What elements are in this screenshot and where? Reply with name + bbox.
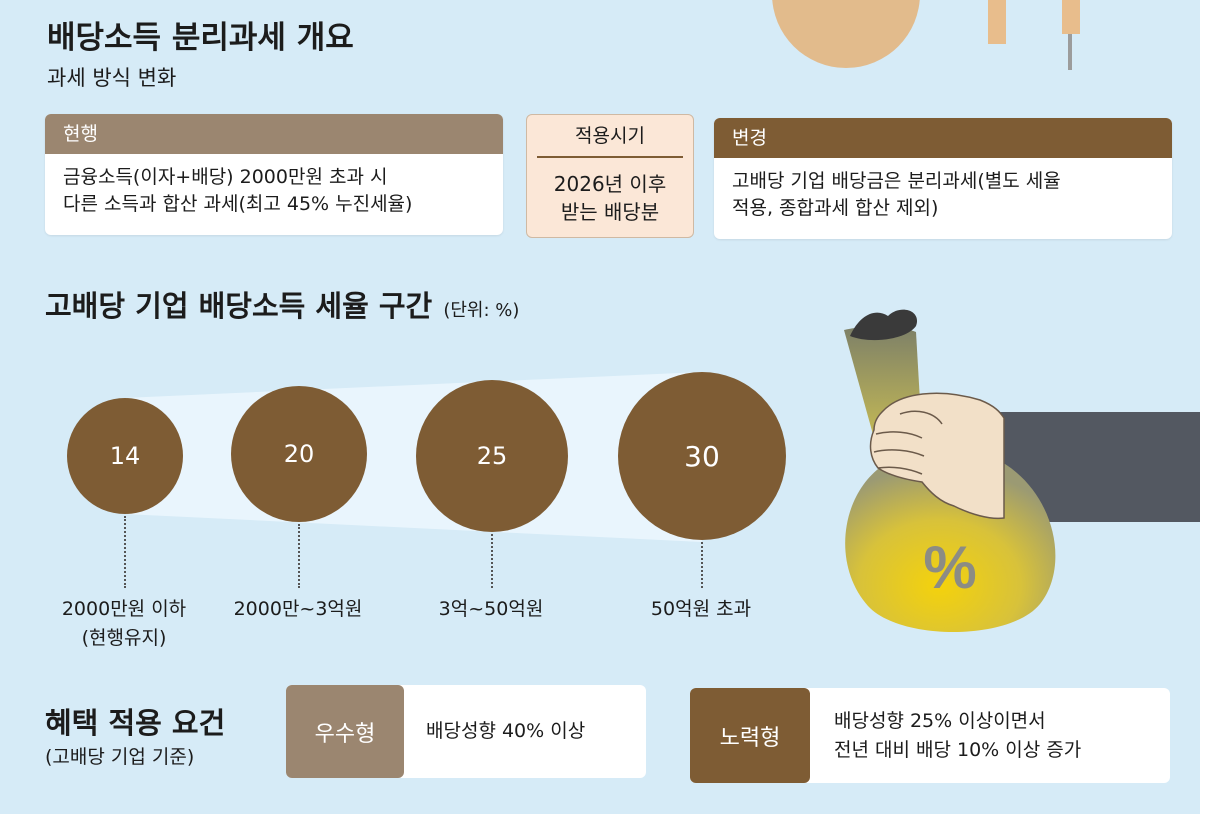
condition-excellent: 우수형 배당성향 40% 이상 [286,685,646,778]
timing-box: 적용시기 2026년 이후 받는 배당분 [526,114,694,238]
condition-line-1: 배당성향 25% 이상이면서 [834,709,1046,732]
change-card: 변경 고배당 기업 배당금은 분리과세(별도 세율 적용, 종합과세 합산 제외… [714,118,1172,239]
finger-line [873,449,925,457]
condition-type-badge: 노력형 [690,688,810,783]
tier-label-line-1: 50억원 초과 [650,598,752,620]
pillar-stick-decoration [1068,34,1072,70]
tier-label: 2000만원 이하 (현행유지) [62,595,186,653]
tier-label: 2000만~3억원 [234,595,363,624]
change-line-2: 적용, 종합과세 합산 제외) [732,197,939,219]
bag-knot [850,309,918,341]
tier-label: 3억~50억원 [439,595,544,624]
current-card: 현행 금융소득(이자+배당) 2000만원 초과 시 다른 소득과 합산 과세(… [45,114,503,235]
finger-line [877,466,923,475]
hand [869,392,1005,520]
rate-value: 30 [684,439,720,473]
connector-line [491,534,493,588]
condition-description: 배당성향 40% 이상 [426,685,585,778]
current-line-2: 다른 소득과 합산 과세(최고 45% 누진세율) [63,193,413,215]
brackets-unit: (단위: %) [443,300,520,321]
pillar-decoration [1062,0,1080,34]
condition-line-1: 배당성향 40% 이상 [426,720,586,742]
condition-line-2: 전년 대비 배당 10% 이상 증가 [834,738,1082,761]
tier-label-line-1: 2000만원 이하 [61,598,187,620]
rate-circle-30: 30 [618,372,786,540]
change-description: 고배당 기업 배당금은 분리과세(별도 세율 적용, 종합과세 합산 제외) [732,168,1158,222]
money-bag-illustration: % [844,309,1200,633]
rate-value: 14 [109,442,141,470]
page-subtitle: 과세 방식 변화 [47,66,177,90]
benefits-subtitle: (고배당 기업 기준) [45,746,195,768]
timing-divider [537,156,683,158]
timing-heading: 적용시기 [575,125,645,147]
connector-line [701,542,703,588]
rate-circle-14: 14 [67,398,183,514]
tier-label-line-1: 3억~50억원 [438,598,544,620]
thumb-line [899,410,943,425]
change-line-1: 고배당 기업 배당금은 분리과세(별도 세율 [732,170,1061,192]
rate-circle-20: 20 [231,386,367,522]
change-heading: 변경 [714,118,1172,158]
timing-line-2: 받는 배당분 [560,200,660,224]
rate-circle-25: 25 [416,380,568,532]
connector-line [124,516,126,588]
brackets-title: 고배당 기업 배당소득 세율 구간 [45,289,433,323]
tier-label-line-1: 2000만~3억원 [233,598,363,620]
tier-label-line-2: (현행유지) [81,627,167,649]
connector-line [298,524,300,588]
timing-line-1: 2026년 이후 [553,172,667,196]
current-description: 금융소득(이자+배당) 2000만원 초과 시 다른 소득과 합산 과세(최고 … [63,164,489,218]
current-heading: 현행 [45,114,503,154]
condition-description: 배당성향 25% 이상이면서 전년 대비 배당 10% 이상 증가 [834,688,1081,783]
current-line-1: 금융소득(이자+배당) 2000만원 초과 시 [63,166,388,188]
brackets-title-row: 고배당 기업 배당소득 세율 구간 (단위: %) [45,283,519,325]
tier-label: 50억원 초과 [651,595,751,624]
page-title: 배당소득 분리과세 개요 [47,20,354,56]
benefits-title: 혜택 적용 요건 [45,706,226,740]
condition-effort: 노력형 배당성향 25% 이상이면서 전년 대비 배당 10% 이상 증가 [690,688,1170,783]
condition-type-badge: 우수형 [286,685,404,778]
finger-line [875,431,923,439]
pillar-decoration [988,0,1006,44]
bag-percent-symbol: % [923,534,976,601]
rate-value: 25 [476,442,508,470]
rate-value: 20 [283,440,315,468]
